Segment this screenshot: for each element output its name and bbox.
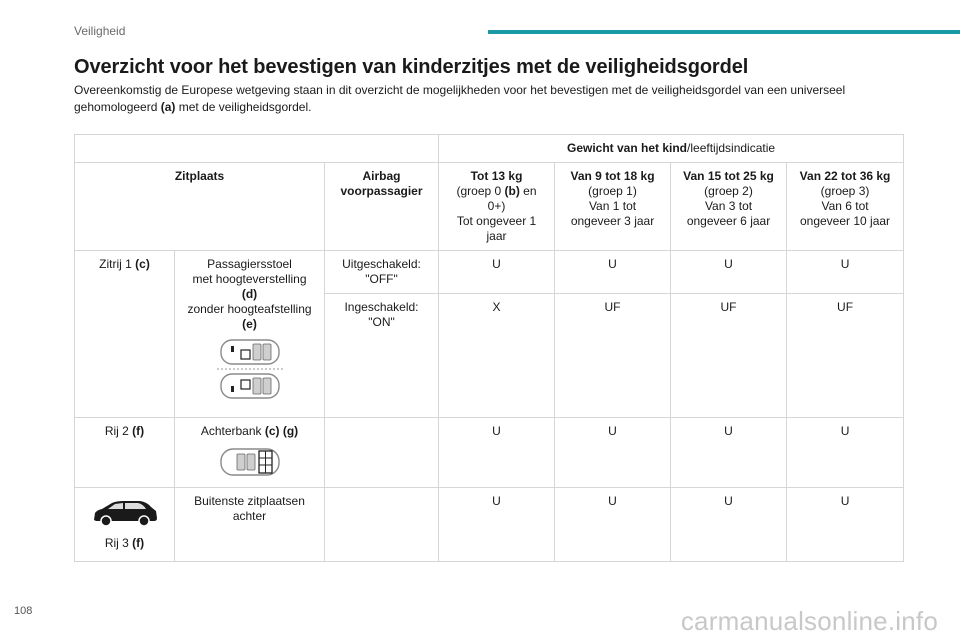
airbag-off-cell: Uitgeschakeld: "OFF": [323, 250, 440, 294]
weight-header: Gewicht van het kind/leeftijdsindicatie: [438, 134, 905, 163]
intro-text-end: met de veiligheidsgordel.: [175, 100, 312, 114]
row1-label: Zitrij 1 (c): [74, 250, 175, 418]
suv-side-icon: [93, 501, 157, 527]
col-header-group-0: Tot 13 kg (groep 0 (b) en 0+) Tot ongeveer …: [438, 162, 556, 251]
child-seat-table: Gewicht van het kind/leeftijdsindicatie …: [73, 134, 905, 562]
row2-label: Rij 2 (f): [74, 417, 175, 488]
cell: U: [786, 250, 905, 294]
cell: UF: [554, 293, 672, 418]
car-front-seat-icon: [216, 339, 283, 399]
col-header-zitplaats: Zitplaats: [74, 162, 325, 251]
intro-text: Overeenkomstig de Europese wetgeving sta…: [74, 83, 846, 114]
row3-label: Rij 3 (f): [74, 487, 175, 562]
airbag-empty-cell: [323, 487, 440, 562]
col-header-group-3: Van 22 tot 36 kg (groep 3) Van 6 tot ongeve…: [786, 162, 905, 251]
cell: U: [554, 250, 672, 294]
section-label: Veiligheid: [74, 24, 126, 38]
cell: U: [786, 487, 905, 562]
intro-paragraph: Overeenkomstig de Europese wetgeving sta…: [74, 82, 894, 116]
page-title: Overzicht voor het bevestigen van kinder…: [74, 56, 749, 78]
cell: X: [438, 293, 556, 418]
empty-header-cell: [73, 134, 440, 163]
airbag-on-cell: Ingeschakeld: "ON": [323, 293, 440, 418]
col-header-group-1: Van 9 tot 18 kg (groep 1) Van 1 tot ongevee…: [554, 162, 672, 251]
watermark: carmanualsonline.info: [680, 606, 938, 636]
car-rear-bench-icon: [219, 448, 280, 476]
cell: U: [554, 417, 672, 488]
cell: U: [438, 417, 556, 488]
row3-seat: Buitenste zitplaatsen achter: [174, 487, 325, 562]
col-header-group-2: Van 15 tot 25 kg (groep 2) Van 3 tot ongeve…: [670, 162, 788, 251]
cell: U: [670, 417, 788, 488]
row1-seat: Passagiersstoel met hoogteverstelling (d) z…: [174, 250, 325, 418]
cell: UF: [670, 293, 788, 418]
page-number: 108: [14, 605, 33, 617]
airbag-empty-cell: [323, 417, 440, 488]
cell: U: [670, 250, 788, 294]
col-header-airbag: Airbag voorpassagier: [323, 162, 440, 251]
cell: U: [438, 250, 556, 294]
row2-seat: Achterbank (c) (g): [174, 417, 325, 488]
cell: UF: [786, 293, 905, 418]
cell: U: [786, 417, 905, 488]
cell: U: [554, 487, 672, 562]
cell: U: [438, 487, 556, 562]
intro-ref: (a): [160, 100, 176, 114]
header-rule: [488, 30, 960, 34]
cell: U: [670, 487, 788, 562]
